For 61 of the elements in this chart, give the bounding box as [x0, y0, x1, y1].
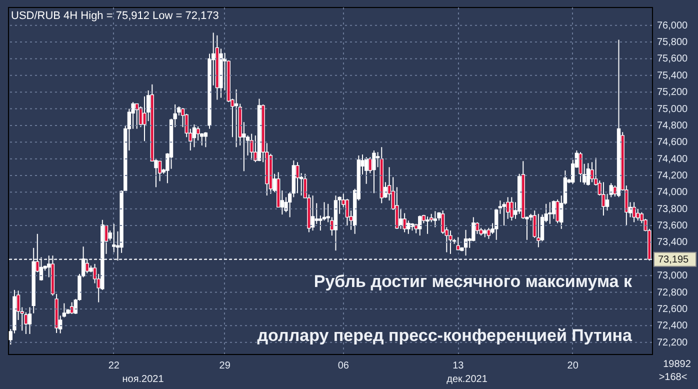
y-tick-label: 75,200: [657, 87, 688, 98]
candlestick: [310, 195, 315, 232]
candlestick: [456, 236, 460, 250]
ref-line-label: 73,195: [658, 254, 690, 266]
candlestick: [418, 215, 422, 236]
y-tick-label: 73,000: [657, 270, 688, 282]
text: дек.2021: [446, 374, 488, 385]
y-tick-label: 72,200: [657, 337, 688, 348]
y-tick-label: 72,400: [657, 320, 688, 332]
text: ноя.2021: [122, 374, 164, 385]
candlestick: [250, 133, 254, 160]
text: 19892: [663, 359, 692, 370]
candlestick: [586, 162, 590, 186]
x-tick-label: 06: [338, 360, 350, 372]
candlestick: [536, 213, 540, 248]
candlestick: [510, 196, 514, 222]
candlestick: [426, 216, 430, 234]
candlestick: [578, 152, 582, 183]
candlestick: [486, 227, 491, 240]
candlestick: [204, 132, 208, 148]
x-tick-label: 22: [108, 360, 120, 372]
y-tick-label: 75,800: [657, 37, 688, 48]
y-tick-label: 75,400: [657, 70, 688, 82]
y-tick-label: 75,000: [657, 104, 688, 115]
y-tick-label: 74,200: [657, 170, 688, 182]
candlestick: [296, 162, 300, 194]
candlestick: [602, 182, 606, 216]
candlestick: [448, 230, 452, 254]
y-tick-label: 75,600: [657, 54, 688, 65]
x-tick-label: 13: [452, 360, 464, 372]
candlestick: [28, 306, 32, 334]
y-tick-label: 74,400: [657, 154, 688, 165]
candlestick: [24, 312, 28, 334]
candlestick: [590, 162, 594, 183]
candlestick: [502, 202, 506, 226]
candlestick: [398, 208, 403, 230]
x-tick-label: 29: [219, 360, 231, 372]
y-tick-label: 74,000: [657, 187, 688, 198]
y-tick-label: 72,800: [657, 287, 688, 298]
y-tick-label: 74,600: [657, 137, 688, 148]
candlestick: [364, 156, 368, 184]
candlestick: [402, 212, 406, 233]
y-tick-label: 73,400: [657, 237, 688, 248]
candlestick: [345, 198, 350, 226]
y-tick-label: 73,800: [657, 204, 688, 215]
candlestick: [548, 202, 552, 224]
y-tick-label: 73,600: [657, 220, 688, 232]
candlestick: [464, 229, 468, 256]
candlestick: [314, 202, 318, 224]
y-tick-label: 74,800: [657, 120, 688, 132]
candlestick: [632, 202, 636, 223]
text: Рубль достиг месячного максимума к доллару перед пресс-конференцией Путина: [257, 272, 632, 345]
candlestick: [433, 210, 438, 228]
candlestick: [234, 88, 238, 148]
y-tick-label: 72,600: [657, 304, 688, 315]
candlestick: [192, 124, 196, 148]
candlestick: [372, 150, 376, 194]
y-tick-label: 76,000: [657, 20, 688, 32]
chart-title: USD/RUB 4H High = 75,912 Low = 72,173: [11, 10, 219, 22]
text: >168<: [658, 372, 688, 383]
x-tick-label: 20: [567, 360, 579, 372]
